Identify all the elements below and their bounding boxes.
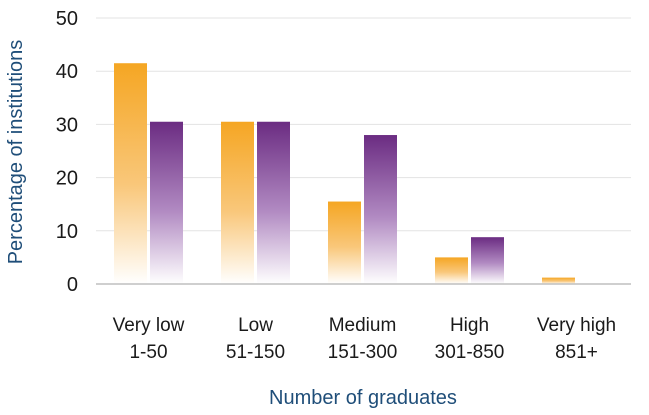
bar-series-1-cat-2 bbox=[221, 121, 254, 285]
y-tick-label: 20 bbox=[56, 168, 78, 190]
x-category-range: 151-300 bbox=[328, 342, 398, 363]
x-category-range: 1-50 bbox=[129, 342, 167, 363]
x-category-range: 851+ bbox=[555, 342, 598, 363]
bar-series-2-cat-1 bbox=[150, 121, 183, 285]
bar-series-1-cat-4 bbox=[435, 257, 468, 284]
x-category-label: Very high bbox=[537, 315, 616, 336]
x-category-label: Very low bbox=[113, 315, 185, 336]
y-tick-labels: 0 10 20 30 40 50 bbox=[56, 8, 78, 296]
y-axis-label: Percentage of institutions bbox=[5, 40, 27, 265]
y-tick-label: 0 bbox=[67, 274, 78, 296]
x-category-range: 301-850 bbox=[435, 342, 505, 363]
x-axis-label: Number of graduates bbox=[269, 387, 457, 409]
x-category-label: High bbox=[450, 315, 489, 336]
x-category-label: Low bbox=[238, 315, 273, 336]
bar-series-2-cat-4 bbox=[471, 237, 504, 284]
x-category-labels: Very low 1-50 Low 51-150 Medium 151-300 High 30… bbox=[113, 315, 617, 363]
bar-series-1-cat-3 bbox=[328, 201, 361, 284]
x-category-label: Medium bbox=[329, 315, 397, 336]
y-tick-label: 50 bbox=[56, 8, 78, 30]
bar-series-1-cat-1 bbox=[114, 63, 147, 284]
bar-series-2-cat-2 bbox=[257, 121, 290, 285]
y-tick-label: 40 bbox=[56, 61, 78, 83]
x-category-range: 51-150 bbox=[226, 342, 285, 363]
bar-series-1-cat-5 bbox=[542, 277, 575, 284]
y-tick-label: 10 bbox=[56, 221, 78, 243]
gridlines bbox=[96, 17, 631, 232]
y-tick-label: 30 bbox=[56, 114, 78, 136]
bar-series-2-cat-3 bbox=[364, 135, 397, 284]
bars bbox=[114, 63, 575, 285]
